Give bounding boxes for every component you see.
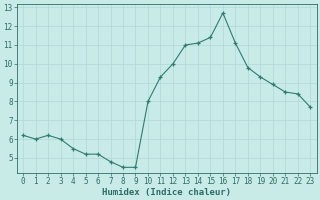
X-axis label: Humidex (Indice chaleur): Humidex (Indice chaleur): [102, 188, 231, 197]
